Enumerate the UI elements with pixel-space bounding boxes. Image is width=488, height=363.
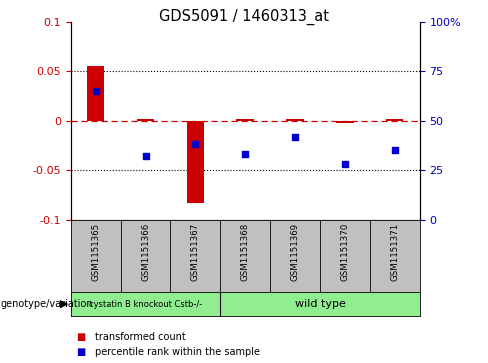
Point bbox=[191, 142, 199, 147]
Bar bbox=[336, 121, 354, 123]
Text: ■: ■ bbox=[76, 347, 85, 357]
Text: GSM1151368: GSM1151368 bbox=[241, 223, 250, 281]
Text: GSM1151371: GSM1151371 bbox=[390, 223, 399, 281]
Text: GSM1151367: GSM1151367 bbox=[191, 223, 200, 281]
Point bbox=[341, 161, 349, 167]
Point bbox=[391, 147, 399, 153]
Point bbox=[291, 134, 299, 139]
Text: ■: ■ bbox=[76, 332, 85, 342]
Text: GSM1151365: GSM1151365 bbox=[91, 223, 100, 281]
Text: wild type: wild type bbox=[295, 299, 346, 309]
Text: GDS5091 / 1460313_at: GDS5091 / 1460313_at bbox=[159, 9, 329, 25]
Point bbox=[242, 151, 249, 157]
Text: GSM1151370: GSM1151370 bbox=[341, 223, 349, 281]
Bar bbox=[186, 121, 204, 203]
Bar bbox=[286, 119, 304, 121]
Text: genotype/variation: genotype/variation bbox=[1, 299, 94, 309]
Text: GSM1151369: GSM1151369 bbox=[290, 223, 300, 281]
Text: percentile rank within the sample: percentile rank within the sample bbox=[95, 347, 260, 357]
Point bbox=[142, 154, 149, 159]
Bar bbox=[237, 119, 254, 121]
Text: GSM1151366: GSM1151366 bbox=[141, 223, 150, 281]
Bar bbox=[87, 66, 104, 121]
Text: transformed count: transformed count bbox=[95, 332, 186, 342]
Bar bbox=[137, 119, 154, 121]
Text: cystatin B knockout Cstb-/-: cystatin B knockout Cstb-/- bbox=[89, 299, 202, 309]
Text: ▶: ▶ bbox=[60, 299, 69, 309]
Point bbox=[92, 88, 100, 94]
Bar bbox=[386, 119, 404, 121]
